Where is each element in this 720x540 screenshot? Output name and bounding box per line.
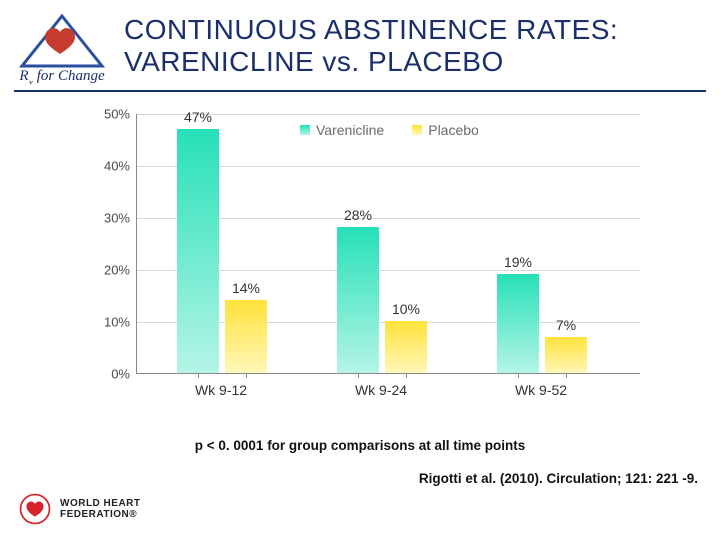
bar-value-label: 47% — [177, 109, 219, 125]
x-tick-mark — [518, 373, 519, 378]
bar-value-label: 14% — [225, 280, 267, 296]
heart-icon — [18, 492, 52, 526]
x-tick-mark — [566, 373, 567, 378]
y-tick-label: 50% — [104, 107, 130, 122]
swatch-varenicline — [300, 125, 310, 135]
citation-text: Rigotti et al. (2010). Circulation; 121:… — [0, 471, 720, 486]
org-line-1: WORLD HEART — [60, 498, 141, 509]
rx-for-change-logo: Rx for Change — [14, 10, 110, 84]
legend-varenicline: Varenicline — [300, 122, 384, 138]
y-tick-label: 20% — [104, 263, 130, 278]
title-line-1: CONTINUOUS ABSTINENCE RATES: — [124, 14, 618, 45]
x-tick-mark — [246, 373, 247, 378]
svg-text:Rx for Change: Rx for Change — [18, 68, 105, 84]
x-tick-label: Wk 9-24 — [321, 382, 441, 398]
title-underline — [14, 90, 706, 92]
bar-value-label: 7% — [545, 317, 587, 333]
bar-placebo: 10% — [385, 321, 427, 373]
world-heart-federation-logo: WORLD HEART FEDERATION® — [18, 492, 141, 526]
plot-area: 47%14%28%10%19%7% — [136, 114, 640, 374]
bar-varenicline: 47% — [177, 129, 219, 373]
legend-placebo: Placebo — [412, 122, 479, 138]
y-axis: 0%10%20%30%40%50% — [80, 114, 136, 374]
bar-varenicline: 19% — [497, 274, 539, 373]
y-tick-label: 10% — [104, 315, 130, 330]
abstinence-chart: Varenicline Placebo 0%10%20%30%40%50% 47… — [80, 114, 640, 414]
slide-header: Rx for Change CONTINUOUS ABSTINENCE RATE… — [0, 0, 720, 90]
bar-value-label: 19% — [497, 254, 539, 270]
chart-legend: Varenicline Placebo — [300, 122, 479, 138]
x-tick-mark — [406, 373, 407, 378]
bar-placebo: 7% — [545, 337, 587, 373]
slide-title: CONTINUOUS ABSTINENCE RATES: VARENICLINE… — [124, 10, 618, 78]
p-value-caption: p < 0. 0001 for group comparisons at all… — [0, 438, 720, 453]
bar-varenicline: 28% — [337, 227, 379, 373]
x-tick-mark — [358, 373, 359, 378]
x-tick-label: Wk 9-12 — [161, 382, 281, 398]
y-tick-label: 30% — [104, 211, 130, 226]
x-tick-mark — [198, 373, 199, 378]
title-line-2: VARENICLINE vs. PLACEBO — [124, 46, 504, 77]
legend-label: Varenicline — [316, 122, 384, 138]
org-line-2: FEDERATION® — [60, 509, 137, 520]
whf-text: WORLD HEART FEDERATION® — [60, 498, 141, 520]
y-tick-label: 40% — [104, 159, 130, 174]
swatch-placebo — [412, 125, 422, 135]
legend-label: Placebo — [428, 122, 479, 138]
bar-placebo: 14% — [225, 300, 267, 373]
x-tick-label: Wk 9-52 — [481, 382, 601, 398]
y-tick-label: 0% — [111, 367, 130, 382]
bar-value-label: 28% — [337, 207, 379, 223]
bar-value-label: 10% — [385, 301, 427, 317]
